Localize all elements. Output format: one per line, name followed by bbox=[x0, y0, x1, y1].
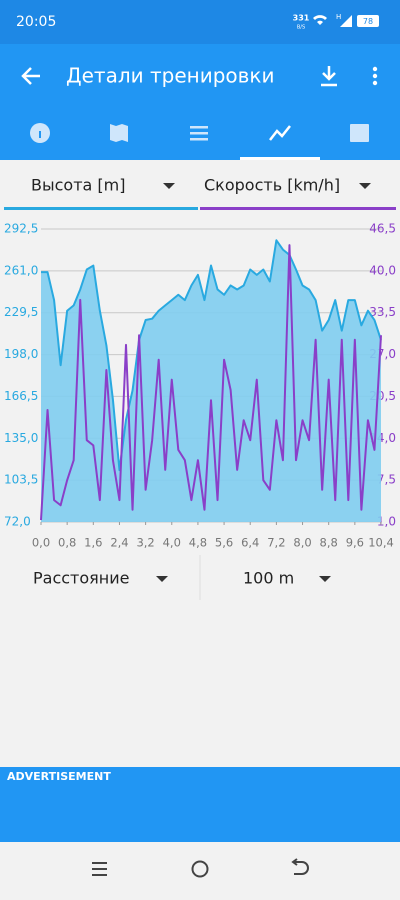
status-bar bbox=[0, 0, 400, 44]
download-button[interactable] bbox=[321, 66, 337, 87]
more-button[interactable] bbox=[372, 66, 378, 86]
back-button[interactable] bbox=[21, 67, 40, 85]
y-tick-label: 72,0 bbox=[4, 515, 31, 529]
battery-level: 78 bbox=[363, 17, 373, 26]
nav-home[interactable] bbox=[191, 860, 209, 878]
x-tick-label: 4,8 bbox=[189, 536, 207, 550]
x-tick-label: 3,2 bbox=[136, 536, 154, 550]
x-tick-label: 9,6 bbox=[346, 536, 364, 550]
app-bar bbox=[0, 44, 400, 160]
x-tick-label: 6,4 bbox=[241, 536, 259, 550]
dropdown-arrow bbox=[319, 576, 331, 582]
series-line bbox=[40, 244, 382, 521]
y2-tick-label: 46,5 bbox=[369, 222, 396, 236]
ad-banner[interactable] bbox=[0, 767, 400, 842]
right-selector-underline bbox=[200, 207, 396, 210]
toolbar-title: Детали тренировки bbox=[66, 64, 275, 88]
y2-tick-label: 33,5 bbox=[369, 305, 396, 319]
x-tick-label: 0,8 bbox=[58, 536, 76, 550]
y-tick-label: 261,0 bbox=[4, 263, 38, 277]
left-series-selector[interactable]: Высота [m] bbox=[31, 176, 125, 195]
signal-type: H bbox=[336, 13, 341, 21]
y-tick-label: 229,5 bbox=[4, 305, 38, 319]
y-tick-label: 166,5 bbox=[4, 389, 38, 403]
y-tick-label: 103,5 bbox=[4, 473, 38, 487]
wifi-icon bbox=[313, 15, 327, 25]
nav-menu[interactable] bbox=[92, 862, 107, 876]
left-selector-underline bbox=[4, 207, 198, 210]
y-tick-label: 135,0 bbox=[4, 431, 38, 445]
y-tick-label: 292,5 bbox=[4, 222, 38, 236]
y2-tick-label: 7,5 bbox=[377, 473, 396, 487]
x-tick-label: 2,4 bbox=[110, 536, 128, 550]
dropdown-arrow bbox=[359, 183, 371, 189]
chart: 72,0 103,5 135,0 166,5 198,0 229,5 261,0 292,5 1… bbox=[4, 222, 396, 550]
tab-list[interactable] bbox=[190, 126, 208, 141]
x-tick-label: 8,0 bbox=[293, 536, 311, 550]
right-series-selector[interactable]: Скорость [km/h] bbox=[204, 176, 340, 195]
tab-info-glyph bbox=[39, 131, 41, 138]
ad-label: ADVERTISEMENT bbox=[7, 770, 111, 783]
area bbox=[41, 240, 381, 522]
net-speed: 331 bbox=[293, 14, 310, 23]
series-line bbox=[41, 239, 382, 472]
time: 20:05 bbox=[16, 14, 56, 30]
x-tick-label: 4,0 bbox=[163, 536, 181, 550]
net-unit: B/S bbox=[297, 25, 305, 31]
x-tick-label: 0,0 bbox=[32, 536, 50, 550]
nav-back[interactable] bbox=[291, 858, 309, 875]
interval-selector[interactable]: 100 m bbox=[243, 569, 294, 588]
x-tick-label: 5,6 bbox=[215, 536, 233, 550]
x-tick-label: 7,2 bbox=[267, 536, 285, 550]
battery-icon bbox=[357, 15, 379, 27]
tab-indicator bbox=[240, 157, 320, 160]
signal-icon bbox=[340, 15, 352, 27]
y2-tick-label: 40,0 bbox=[369, 263, 396, 277]
nav-bar bbox=[92, 858, 309, 878]
x-tick-label: 10,4 bbox=[368, 536, 394, 550]
tab-photos[interactable] bbox=[350, 124, 369, 142]
dropdown-arrow bbox=[156, 576, 168, 582]
x-tick-label: 8,8 bbox=[320, 536, 338, 550]
x-tick-label: 1,6 bbox=[84, 536, 102, 550]
x-axis-selector[interactable]: Расстояние bbox=[33, 569, 129, 588]
tab-chart[interactable] bbox=[269, 125, 291, 141]
y2-tick-label: 1,0 bbox=[377, 515, 396, 529]
y-tick-label: 198,0 bbox=[4, 347, 38, 361]
dropdown-arrow bbox=[163, 183, 175, 189]
tab-map[interactable] bbox=[110, 124, 128, 142]
